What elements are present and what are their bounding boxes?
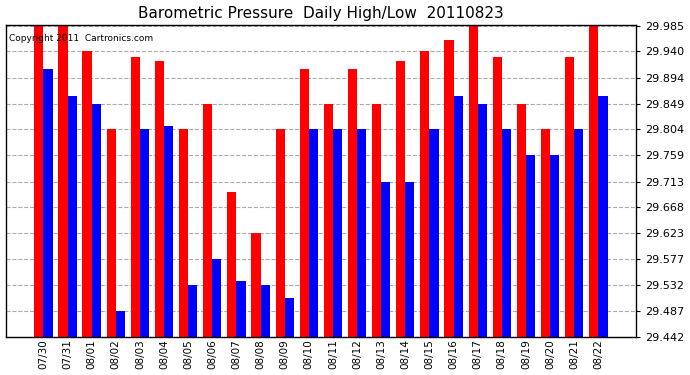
Bar bbox=[203, 104, 213, 337]
Bar bbox=[372, 104, 381, 337]
Bar bbox=[130, 57, 140, 337]
Bar bbox=[309, 129, 318, 337]
Bar bbox=[116, 311, 125, 337]
Bar bbox=[517, 104, 526, 337]
Bar bbox=[381, 182, 391, 337]
Bar bbox=[59, 26, 68, 337]
Bar bbox=[227, 192, 237, 337]
Bar bbox=[444, 40, 453, 337]
Bar bbox=[589, 26, 598, 337]
Bar bbox=[324, 104, 333, 337]
Bar bbox=[357, 129, 366, 337]
Bar bbox=[526, 155, 535, 337]
Bar bbox=[541, 129, 550, 337]
Text: Copyright 2011  Cartronics.com: Copyright 2011 Cartronics.com bbox=[9, 34, 152, 43]
Bar bbox=[550, 155, 560, 337]
Bar bbox=[477, 104, 487, 337]
Bar bbox=[213, 260, 221, 337]
Bar bbox=[453, 96, 463, 337]
Bar bbox=[34, 26, 43, 337]
Bar bbox=[429, 129, 439, 337]
Bar bbox=[92, 104, 101, 337]
Bar bbox=[140, 129, 149, 337]
Bar bbox=[188, 285, 197, 337]
Bar bbox=[405, 182, 415, 337]
Bar bbox=[333, 129, 342, 337]
Bar bbox=[469, 26, 477, 337]
Bar bbox=[106, 129, 116, 337]
Title: Barometric Pressure  Daily High/Low  20110823: Barometric Pressure Daily High/Low 20110… bbox=[138, 6, 504, 21]
Bar bbox=[493, 57, 502, 337]
Bar bbox=[155, 61, 164, 337]
Bar bbox=[275, 129, 285, 337]
Bar bbox=[565, 57, 574, 337]
Bar bbox=[299, 69, 309, 337]
Bar bbox=[261, 285, 270, 337]
Bar bbox=[179, 129, 188, 337]
Bar bbox=[251, 233, 261, 337]
Bar bbox=[598, 96, 607, 337]
Bar bbox=[237, 280, 246, 337]
Bar bbox=[43, 69, 52, 337]
Bar bbox=[348, 69, 357, 337]
Bar bbox=[164, 126, 173, 337]
Bar bbox=[502, 129, 511, 337]
Bar bbox=[68, 96, 77, 337]
Bar bbox=[285, 298, 294, 337]
Bar bbox=[574, 129, 583, 337]
Bar bbox=[420, 51, 429, 337]
Bar bbox=[396, 61, 405, 337]
Bar bbox=[83, 51, 92, 337]
